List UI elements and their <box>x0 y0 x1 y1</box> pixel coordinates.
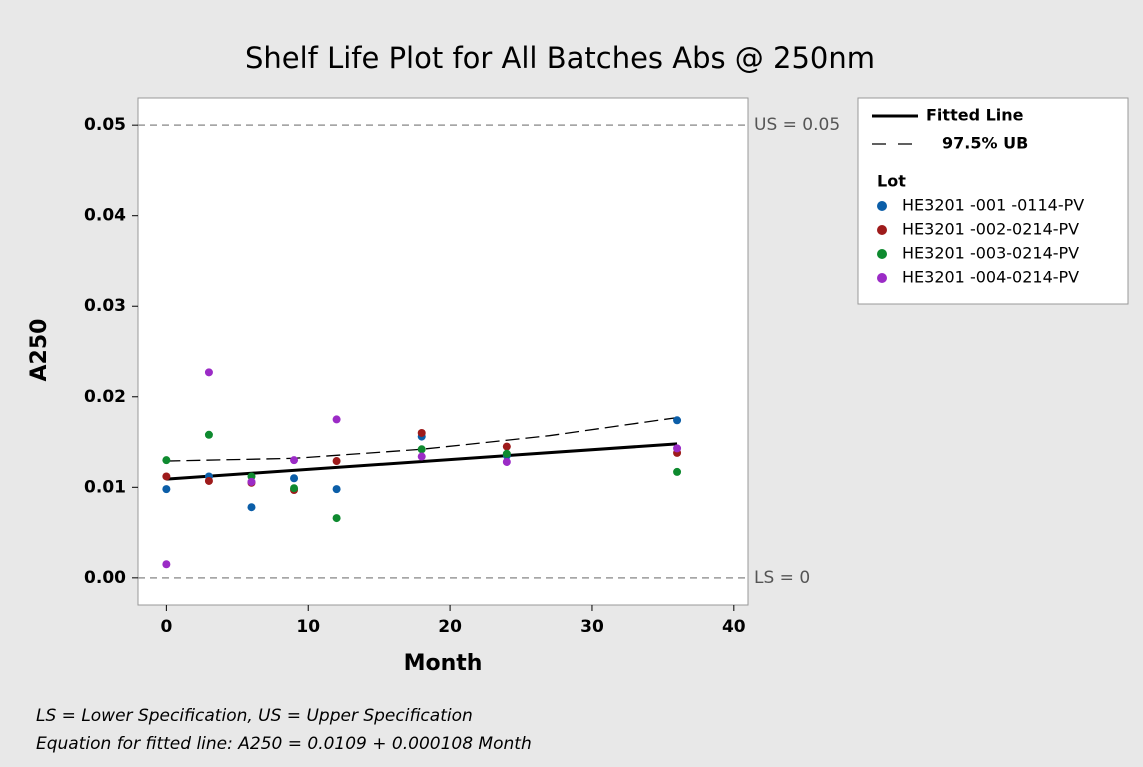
point <box>673 444 682 453</box>
point <box>290 484 299 493</box>
legend-label: 97.5% UB <box>942 134 1028 153</box>
x-tick-label: 30 <box>580 617 604 637</box>
point <box>162 485 171 494</box>
legend-title: Lot <box>877 172 906 191</box>
y-axis-label: A250 <box>27 319 52 382</box>
point <box>204 476 213 485</box>
legend <box>857 97 1129 305</box>
point <box>332 485 341 494</box>
y-tick-label: 0.05 <box>84 115 126 135</box>
point <box>417 445 426 454</box>
x-tick-label: 40 <box>722 617 746 637</box>
legend-swatch <box>877 249 887 259</box>
legend-label: HE3201 -003-0214-PV <box>902 244 1079 263</box>
point <box>502 449 511 458</box>
point <box>290 474 299 483</box>
chart-title: Shelf Life Plot for All Batches Abs @ 25… <box>245 41 875 75</box>
legend-swatch <box>877 273 887 283</box>
legend-label: HE3201 -001 -0114-PV <box>902 196 1084 215</box>
legend-swatch <box>877 225 887 235</box>
point <box>417 428 426 437</box>
point <box>162 456 171 465</box>
point <box>417 452 426 461</box>
legend-swatch <box>877 201 887 211</box>
legend-label: HE3201 -004-0214-PV <box>902 268 1079 287</box>
point <box>332 457 341 466</box>
x-tick-label: 10 <box>296 617 320 637</box>
point <box>162 560 171 569</box>
x-tick-label: 0 <box>160 617 172 637</box>
point <box>162 472 171 481</box>
point <box>290 456 299 465</box>
line <box>166 416 678 462</box>
point <box>502 457 511 466</box>
y-tick-label: 0.03 <box>84 296 126 316</box>
y-tick-label: 0.02 <box>84 387 126 407</box>
y-tick-label: 0.04 <box>84 206 126 226</box>
point <box>673 467 682 476</box>
point <box>673 416 682 425</box>
point <box>332 415 341 424</box>
y-tick-label: 0.01 <box>84 477 126 497</box>
spec-label: LS = 0 <box>754 568 810 588</box>
x-tick-label: 20 <box>438 617 462 637</box>
point <box>502 442 511 451</box>
point <box>204 430 213 439</box>
footnote: Equation for fitted line: A250 = 0.0109 … <box>36 734 532 754</box>
x-axis-label: Month <box>404 651 483 676</box>
legend-label: HE3201 -002-0214-PV <box>902 220 1079 239</box>
y-tick-label: 0.00 <box>84 568 126 588</box>
footnote: LS = Lower Specification, US = Upper Spe… <box>36 706 473 726</box>
point <box>332 514 341 523</box>
point <box>247 477 256 486</box>
legend-label: Fitted Line <box>926 106 1024 125</box>
plot-area <box>137 97 749 606</box>
point <box>204 368 213 377</box>
spec-label: US = 0.05 <box>754 115 840 135</box>
point <box>247 503 256 512</box>
